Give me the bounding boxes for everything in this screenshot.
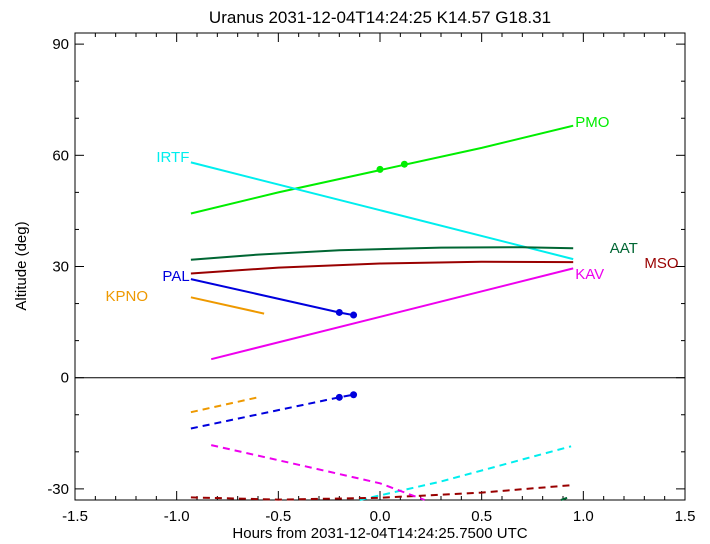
mso-label: MSO	[644, 255, 678, 272]
mso-altitude-line	[190, 260, 574, 275]
y-axis-label: Altitude (deg)	[13, 221, 30, 310]
y-tick-label: 60	[52, 147, 69, 164]
x-tick-label: -1.0	[164, 508, 190, 525]
kav-dashed-line	[210, 444, 426, 501]
aat-dashed-line	[560, 496, 568, 501]
pal-marker	[350, 391, 358, 399]
y-tick-label: 90	[52, 36, 69, 53]
pmo-marker	[400, 160, 408, 168]
pal-marker	[335, 308, 343, 316]
kpno-dashed-line	[190, 396, 259, 414]
pal-altitude-line	[190, 278, 354, 317]
axis-ticks: -1.5 -1.0 -0.5 0.0 0.5 1.0 1.5 -30 0 30 60 90	[47, 33, 695, 525]
observatory-labels: PMO IRTF AAT MSO KAV PAL KPNO	[106, 114, 679, 305]
pal-marker	[335, 393, 343, 401]
irtf-dashed-line	[359, 445, 572, 501]
x-tick-label: -0.5	[265, 508, 291, 525]
pal-label: PAL	[162, 268, 189, 285]
kav-altitude-line	[210, 267, 574, 361]
kpno-altitude-line	[190, 296, 265, 315]
y-tick-label: 0	[61, 370, 69, 387]
aat-label: AAT	[610, 240, 638, 257]
series-lines	[190, 124, 574, 501]
x-tick-label: 1.0	[573, 508, 594, 525]
x-tick-label: 1.5	[675, 508, 696, 525]
x-axis-label: Hours from 2031-12-04T14:24:25.7500 UTC	[232, 525, 527, 542]
y-tick-label: 30	[52, 259, 69, 276]
x-tick-label: 0.0	[370, 508, 391, 525]
kpno-label: KPNO	[106, 288, 149, 305]
pal-dashed-line	[190, 393, 354, 430]
pmo-marker	[376, 165, 384, 173]
aat-altitude-line	[190, 246, 574, 261]
kav-label: KAV	[575, 266, 604, 283]
x-tick-label: -1.5	[62, 508, 88, 525]
pmo-label: PMO	[575, 114, 609, 131]
mso-dashed-line	[190, 484, 572, 501]
chart-title: Uranus 2031-12-04T14:24:25 K14.57 G18.31	[209, 8, 551, 27]
irtf-altitude-line	[190, 161, 574, 261]
y-tick-label: -30	[47, 481, 69, 498]
x-tick-label: 0.5	[471, 508, 492, 525]
pal-marker	[350, 311, 358, 319]
irtf-label: IRTF	[156, 149, 189, 166]
